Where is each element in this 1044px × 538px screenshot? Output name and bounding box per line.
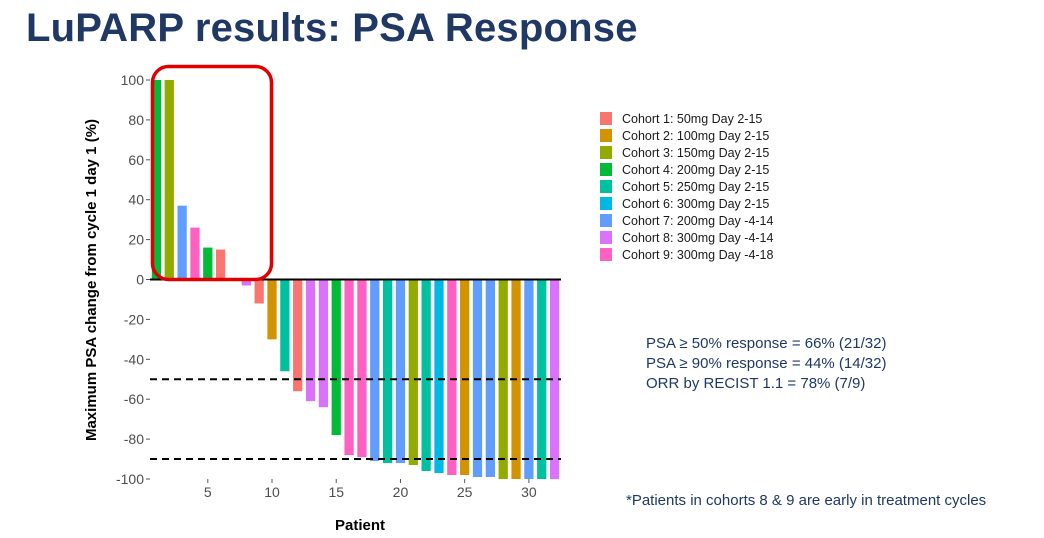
legend-swatch [600,180,612,193]
bar-patient-11 [280,279,290,372]
legend-item-cohort-9: Cohort 9: 300mg Day -4-18 [600,246,773,263]
y-tick-label: 60 [128,152,144,168]
x-tick-label: 10 [264,484,280,500]
legend-item-cohort-3: Cohort 3: 150mg Day 2-15 [600,144,773,161]
bar-patient-23 [434,279,444,474]
bar-patient-15 [331,279,341,436]
bar-patient-17 [357,279,367,458]
legend-swatch [600,248,612,261]
legend-swatch [600,112,612,125]
legend-swatch [600,214,612,227]
y-tick-label: 100 [121,72,145,88]
legend-swatch [600,231,612,244]
legend-item-cohort-7: Cohort 7: 200mg Day -4-14 [600,212,773,229]
y-tick-label: 0 [136,272,144,288]
legend-label: Cohort 1: 50mg Day 2-15 [622,111,763,126]
legend-item-cohort-6: Cohort 6: 300mg Day 2-15 [600,195,773,212]
x-tick-label: 25 [457,484,473,500]
bar-patient-9 [254,279,264,304]
x-tick-label: 15 [328,484,344,500]
bar-patient-25 [460,279,470,476]
highlight-box [150,64,274,282]
legend-swatch [600,197,612,210]
bar-patient-16 [344,279,354,456]
bar-patient-20 [395,279,406,464]
page-title: LuPARP results: PSA Response [26,6,638,50]
x-axis-title: Patient [335,517,385,534]
legend-item-cohort-2: Cohort 2: 100mg Day 2-15 [600,127,773,144]
legend-swatch [600,163,612,176]
reference-lines [150,378,561,461]
legend-label: Cohort 6: 300mg Day 2-15 [622,196,770,211]
bar-patient-4 [190,227,200,280]
y-tick-label: -20 [124,311,144,327]
legend-label: Cohort 3: 150mg Day 2-15 [622,145,770,160]
legend-label: Cohort 8: 300mg Day -4-14 [622,230,774,245]
x-tick-label: 30 [521,484,537,500]
y-tick-label: -100 [116,471,144,487]
legend-label: Cohort 5: 250mg Day 2-15 [622,179,770,194]
bar-patient-12 [293,279,303,392]
bar-patient-19 [382,279,393,464]
y-axis-ticks: 100 80 60 40 20 0 -20 -40 -60 -80 -100 [116,72,150,487]
stat-orr: ORR by RECIST 1.1 = 78% (7/9) [646,375,866,392]
x-tick-label: 5 [204,484,212,500]
legend-label: Cohort 9: 300mg Day -4-18 [622,247,774,262]
bar-patient-24 [447,279,457,476]
bar-patient-18 [370,279,380,462]
bar-patient-32 [549,279,560,479]
y-tick-label: -60 [124,391,144,407]
bar-patient-22 [421,279,431,472]
legend-item-cohort-8: Cohort 8: 300mg Day -4-14 [600,229,773,246]
y-tick-label: -40 [124,351,144,367]
bar-patient-3 [177,205,187,280]
y-tick-label: 40 [128,192,144,208]
legend-label: Cohort 7: 200mg Day -4-14 [622,213,774,228]
bar-patient-31 [537,279,547,479]
legend-swatch [600,129,612,142]
bar-patient-8 [241,279,251,286]
stat-psa50: PSA ≥ 50% response = 66% (21/32) [646,335,887,352]
y-tick-label: 80 [128,112,144,128]
legend-item-cohort-1: Cohort 1: 50mg Day 2-15 [600,110,773,127]
legend-label: Cohort 2: 100mg Day 2-15 [622,128,770,143]
legend: Cohort 1: 50mg Day 2-15 Cohort 2: 100mg D… [600,110,773,263]
y-tick-label: -80 [124,431,144,447]
bar-patient-6 [216,249,226,280]
legend-item-cohort-5: Cohort 5: 250mg Day 2-15 [600,178,773,195]
legend-item-cohort-4: Cohort 4: 200mg Day 2-15 [600,161,773,178]
bar-patient-14 [318,279,329,408]
legend-label: Cohort 4: 200mg Day 2-15 [622,162,770,177]
bar-patient-13 [305,279,316,402]
x-axis-ticks: 5 10 15 20 25 30 [204,479,537,500]
x-tick-label: 20 [393,484,409,500]
y-axis-title: Maximum PSA change from cycle 1 day 1 (%… [83,119,100,441]
stat-psa90: PSA ≥ 90% response = 44% (14/32) [646,355,887,372]
response-stats: PSA ≥ 50% response = 66% (21/32) PSA ≥ 9… [646,334,886,394]
footnote: *Patients in cohorts 8 & 9 are early in … [626,492,987,509]
bar-patient-5 [203,247,213,280]
bar-patient-21 [408,279,418,466]
legend-swatch [600,146,612,159]
bar-patient-1 [151,80,162,280]
y-tick-label: 20 [128,232,144,248]
bar-patient-10 [267,279,277,340]
bar-patient-2 [164,80,174,280]
